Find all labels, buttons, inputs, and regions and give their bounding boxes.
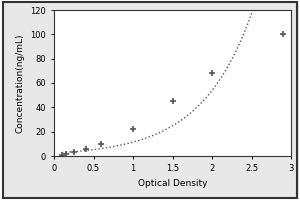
X-axis label: Optical Density: Optical Density — [138, 179, 207, 188]
Y-axis label: Concentration(ng/mL): Concentration(ng/mL) — [15, 33, 24, 133]
